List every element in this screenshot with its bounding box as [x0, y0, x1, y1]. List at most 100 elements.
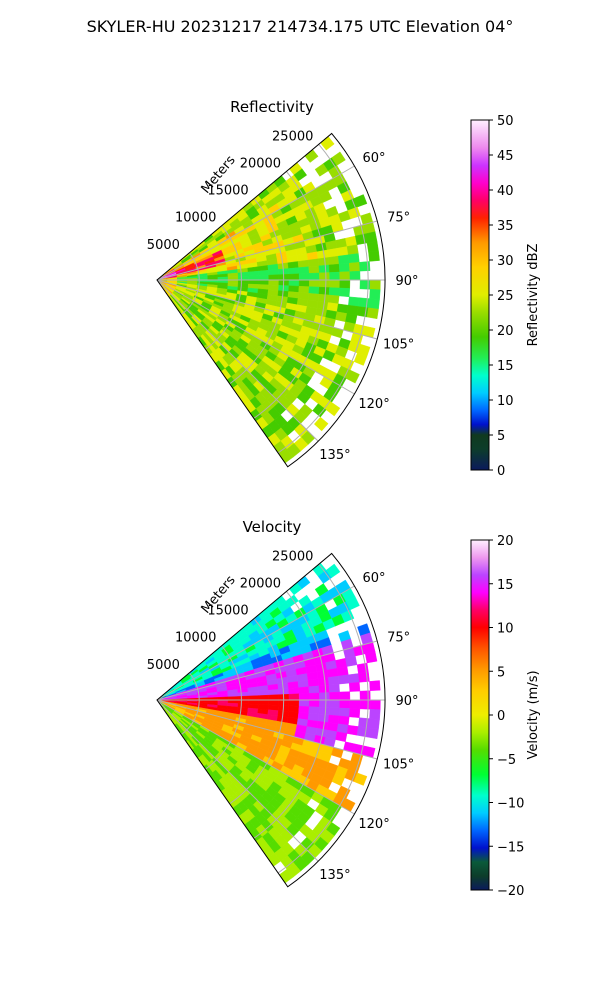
- field-cell: [268, 689, 279, 696]
- range-tick-label: 5000: [147, 658, 180, 673]
- field-cell: [349, 270, 361, 281]
- reflectivity-grid: [156, 132, 386, 468]
- field-cell: [316, 249, 329, 260]
- field-cell: [307, 678, 320, 687]
- field-cell: [319, 279, 330, 288]
- range-tick-label: 25000: [272, 129, 313, 144]
- field-cell: [308, 699, 320, 708]
- field-cell: [328, 287, 340, 297]
- field-cell: [359, 261, 371, 272]
- azimuth-tick-label: 135°: [319, 448, 350, 463]
- velocity-field: [156, 562, 381, 884]
- colorbar-tick-label: 50: [497, 114, 514, 129]
- field-cell: [287, 681, 299, 689]
- field-cell: [359, 699, 371, 710]
- field-cell: [288, 279, 300, 287]
- field-cell: [318, 190, 333, 204]
- field-cell: [328, 683, 340, 693]
- field-cell: [338, 262, 350, 273]
- field-cell: [308, 286, 320, 295]
- field-cell: [308, 706, 320, 715]
- azimuth-tick-label: 60°: [363, 571, 386, 586]
- field-cell: [257, 690, 269, 696]
- colorbar-tick-label: 35: [497, 219, 514, 234]
- field-cell: [328, 263, 340, 273]
- field-cell: [298, 693, 310, 701]
- azimuth-gridline: [156, 640, 378, 701]
- colorbar-tick-label: −15: [497, 840, 524, 855]
- azimuth-gridline: [156, 279, 355, 395]
- azimuth-tick-label: 105°: [383, 338, 414, 353]
- field-cell: [369, 289, 381, 300]
- field-cell: [353, 352, 368, 366]
- colorbar-tick-label: −10: [497, 797, 524, 812]
- field-cell: [227, 272, 239, 278]
- field-cell: [288, 273, 300, 281]
- azimuth-gridline: [156, 279, 378, 340]
- field-cell: [329, 691, 341, 701]
- field-cell: [331, 327, 344, 339]
- velocity-grid: [156, 552, 386, 888]
- field-cell: [339, 271, 351, 281]
- field-cell: [329, 271, 341, 281]
- field-cell: [338, 254, 350, 265]
- field-cell: [326, 668, 339, 678]
- range-ring: [205, 225, 242, 350]
- field-cell: [349, 699, 361, 710]
- field-cell: [308, 272, 320, 281]
- field-cell: [318, 706, 330, 716]
- field-cell: [316, 669, 329, 680]
- field-cell: [248, 279, 259, 285]
- colorbar-tick-label: 20: [497, 534, 514, 549]
- field-cell: [335, 311, 348, 323]
- field-cell: [318, 286, 330, 296]
- field-cell: [227, 696, 239, 701]
- field-cell: [247, 270, 259, 277]
- field-cell: [327, 255, 340, 266]
- colorbar-tick-label: 0: [497, 464, 505, 479]
- field-cell: [369, 699, 381, 710]
- field-cell: [328, 707, 340, 717]
- field-cell: [326, 248, 339, 258]
- field-cell: [336, 666, 349, 677]
- range-ring: [229, 618, 285, 805]
- range-ring: [277, 143, 369, 454]
- field-cell: [297, 259, 309, 268]
- velocity-title: Velocity: [243, 518, 302, 536]
- colorbar-scale: [470, 539, 490, 891]
- field-cell: [257, 270, 269, 276]
- field-cell: [336, 246, 349, 257]
- azimuth-tick-label: 120°: [358, 817, 389, 832]
- field-cell: [329, 699, 341, 709]
- field-cell: [298, 266, 310, 275]
- field-cell: [356, 726, 369, 738]
- field-cell: [288, 267, 300, 275]
- range-ring: [229, 198, 285, 385]
- field-cell: [339, 699, 351, 709]
- azimuth-tick-label: 90°: [395, 274, 418, 289]
- field-cell: [359, 279, 371, 290]
- field-cell: [368, 718, 380, 730]
- range-tick-label: 20000: [240, 156, 281, 171]
- field-cell: [298, 705, 310, 714]
- colorbar-tick-label: 20: [497, 324, 514, 339]
- field-cell: [298, 285, 310, 294]
- field-cell: [248, 275, 259, 281]
- field-cell: [287, 261, 299, 269]
- field-cell: [335, 731, 348, 743]
- range-ring: [180, 672, 200, 735]
- field-cell: [338, 707, 350, 718]
- field-cell: [338, 715, 350, 726]
- field-cell: [288, 705, 300, 713]
- field-cell: [308, 692, 320, 701]
- field-cell: [366, 240, 379, 253]
- field-cell: [313, 416, 329, 432]
- field-cell: [304, 149, 319, 163]
- colorbar-tick-label: 10: [497, 394, 514, 409]
- field-cell: [288, 699, 300, 707]
- azimuth-gridline: [156, 699, 378, 760]
- field-cell: [247, 690, 259, 697]
- field-cell: [268, 699, 280, 706]
- azimuth-gridline: [156, 165, 355, 281]
